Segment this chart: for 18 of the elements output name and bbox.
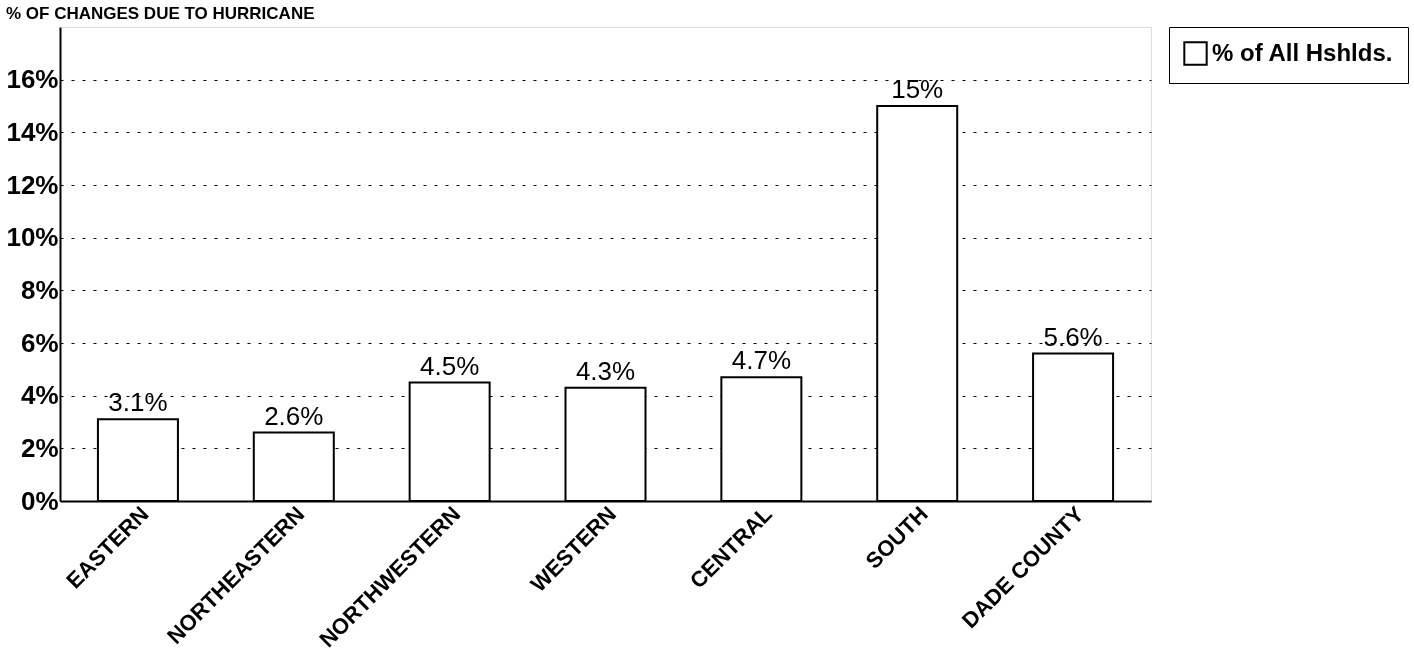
y-tick-label: 0% — [20, 485, 59, 516]
y-tick-label: 10% — [6, 222, 59, 253]
text: 4.7% — [731, 345, 791, 376]
text: 2.6% — [264, 400, 324, 431]
y-tick-label: 16% — [6, 64, 59, 95]
y-tick-label: 6% — [20, 327, 59, 358]
y-tick-label: 8% — [20, 274, 59, 305]
text: 5.6% — [1043, 321, 1103, 352]
legend-label: % of All Hshlds. — [1212, 38, 1393, 66]
y-tick-label: 2% — [20, 432, 59, 463]
text: 15% — [891, 74, 944, 104]
text: 4.5% — [420, 350, 480, 381]
y-tick-label: 12% — [6, 169, 59, 200]
text: 4.3% — [575, 355, 636, 386]
text: 3.1% — [108, 387, 168, 418]
y-tick-label: 14% — [6, 116, 59, 147]
y-tick-label: 4% — [20, 380, 59, 411]
chart-title: % OF CHANGES DUE TO HURRICANE — [5, 4, 315, 23]
